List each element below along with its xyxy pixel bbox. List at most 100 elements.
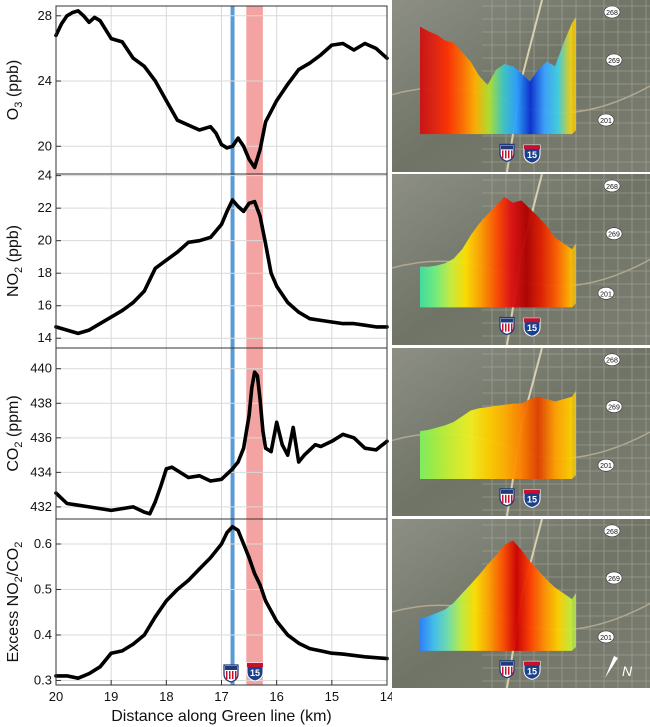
panel-3: 432 434 436 438 440 CO2 (ppm) <box>5 347 389 520</box>
data-point <box>264 242 268 246</box>
shield-number: 15 <box>527 323 537 333</box>
pollution-curtain <box>420 396 572 480</box>
data-point <box>93 15 97 20</box>
data-point <box>247 556 251 560</box>
data-point <box>230 144 235 148</box>
curtain-end <box>572 390 576 480</box>
data-point <box>153 615 157 619</box>
data-point <box>98 507 102 511</box>
interstate-15-shield-icon: 15 <box>523 489 541 509</box>
y-tick-label: 22 <box>38 200 52 215</box>
interstate-15-shield-icon: 15 <box>523 317 541 337</box>
route-badge <box>597 287 615 300</box>
data-point <box>208 125 213 129</box>
data-point <box>241 446 246 450</box>
shield-stripe <box>502 666 504 675</box>
data-point <box>308 317 312 321</box>
data-point <box>319 53 323 57</box>
data-point <box>225 472 229 476</box>
data-point <box>186 578 190 582</box>
data-point <box>142 510 146 514</box>
curtain-end <box>572 17 576 135</box>
data-point <box>236 528 240 532</box>
shield-number: 15 <box>250 668 260 678</box>
data-point <box>76 9 80 13</box>
map-panel-3: 268 269 201 15 <box>392 348 650 516</box>
data-point <box>247 157 251 161</box>
y-tick-label: 432 <box>30 499 52 514</box>
map-panel-4: 268 269 201 15 N <box>392 519 650 688</box>
data-point <box>164 467 168 471</box>
data-point <box>330 43 334 47</box>
data-point <box>258 398 262 402</box>
data-line <box>54 9 389 170</box>
y-tick-label: 434 <box>30 464 52 479</box>
data-point <box>109 651 113 655</box>
data-point <box>275 99 279 103</box>
map-svg: 268 269 201 15 N <box>392 519 650 688</box>
data-point <box>308 647 312 651</box>
route-badge <box>605 53 623 67</box>
data-point <box>247 201 251 205</box>
x-tick-label: 16 <box>269 689 283 704</box>
data-point <box>76 331 80 335</box>
data-point <box>236 204 240 209</box>
data-point <box>175 587 179 592</box>
shield-stripe <box>505 323 507 332</box>
data-point <box>76 676 80 680</box>
data-point <box>225 531 229 535</box>
data-point <box>236 460 240 464</box>
map-panel-2: 268 269 201 15 <box>392 174 650 345</box>
data-point <box>142 64 146 68</box>
shield-stripe <box>502 323 504 332</box>
route-labels: 268 269 201 <box>597 5 623 127</box>
interstate-15-shield-icon: 15 <box>523 660 541 680</box>
y-axis-title: NO2 (ppb) <box>5 225 25 297</box>
data-point <box>208 479 213 483</box>
arrow <box>605 656 618 678</box>
data-point <box>109 508 113 512</box>
data-point <box>341 322 345 326</box>
data-point <box>214 131 218 135</box>
route-badge <box>597 630 615 644</box>
y-tick-label: 14 <box>38 330 52 345</box>
data-point <box>186 240 190 244</box>
data-point <box>374 46 378 51</box>
data-point <box>255 374 259 378</box>
data-point <box>308 61 312 65</box>
y-tick-label: 0.4 <box>34 627 52 642</box>
route-label: 269 <box>608 405 620 412</box>
shield-stripe <box>505 666 507 675</box>
shield-stripe <box>511 323 513 332</box>
y-tick-label: 0.3 <box>34 672 52 687</box>
route-badge <box>605 400 623 413</box>
data-point <box>308 448 312 452</box>
data-point <box>241 144 246 148</box>
data-point <box>219 477 224 481</box>
north-arrow-icon: N <box>605 656 633 679</box>
data-point <box>241 542 246 546</box>
data-point <box>297 460 301 464</box>
data-point <box>98 19 102 23</box>
route-label: 268 <box>606 184 618 191</box>
route-label: 268 <box>606 10 618 17</box>
data-point <box>120 40 124 44</box>
data-point <box>197 239 202 243</box>
data-point <box>286 82 290 86</box>
route-labels: 268 269 201 <box>597 353 623 472</box>
data-point <box>236 136 240 140</box>
shield-top <box>501 661 513 666</box>
y-tick-label: 440 <box>30 361 52 376</box>
x-tick-label: 20 <box>49 689 63 704</box>
data-point <box>197 128 202 132</box>
route-label: 269 <box>608 232 620 239</box>
shield-stripe <box>508 666 510 675</box>
y-tick-label: 436 <box>30 430 52 445</box>
interstate-15-shield-icon: 15 <box>246 662 264 682</box>
shield-stripe <box>235 671 237 679</box>
route-badge <box>603 524 621 538</box>
data-point <box>352 322 356 326</box>
shield-stripe <box>508 323 510 332</box>
data-point <box>197 567 202 571</box>
y-tick-label: 20 <box>38 138 52 153</box>
